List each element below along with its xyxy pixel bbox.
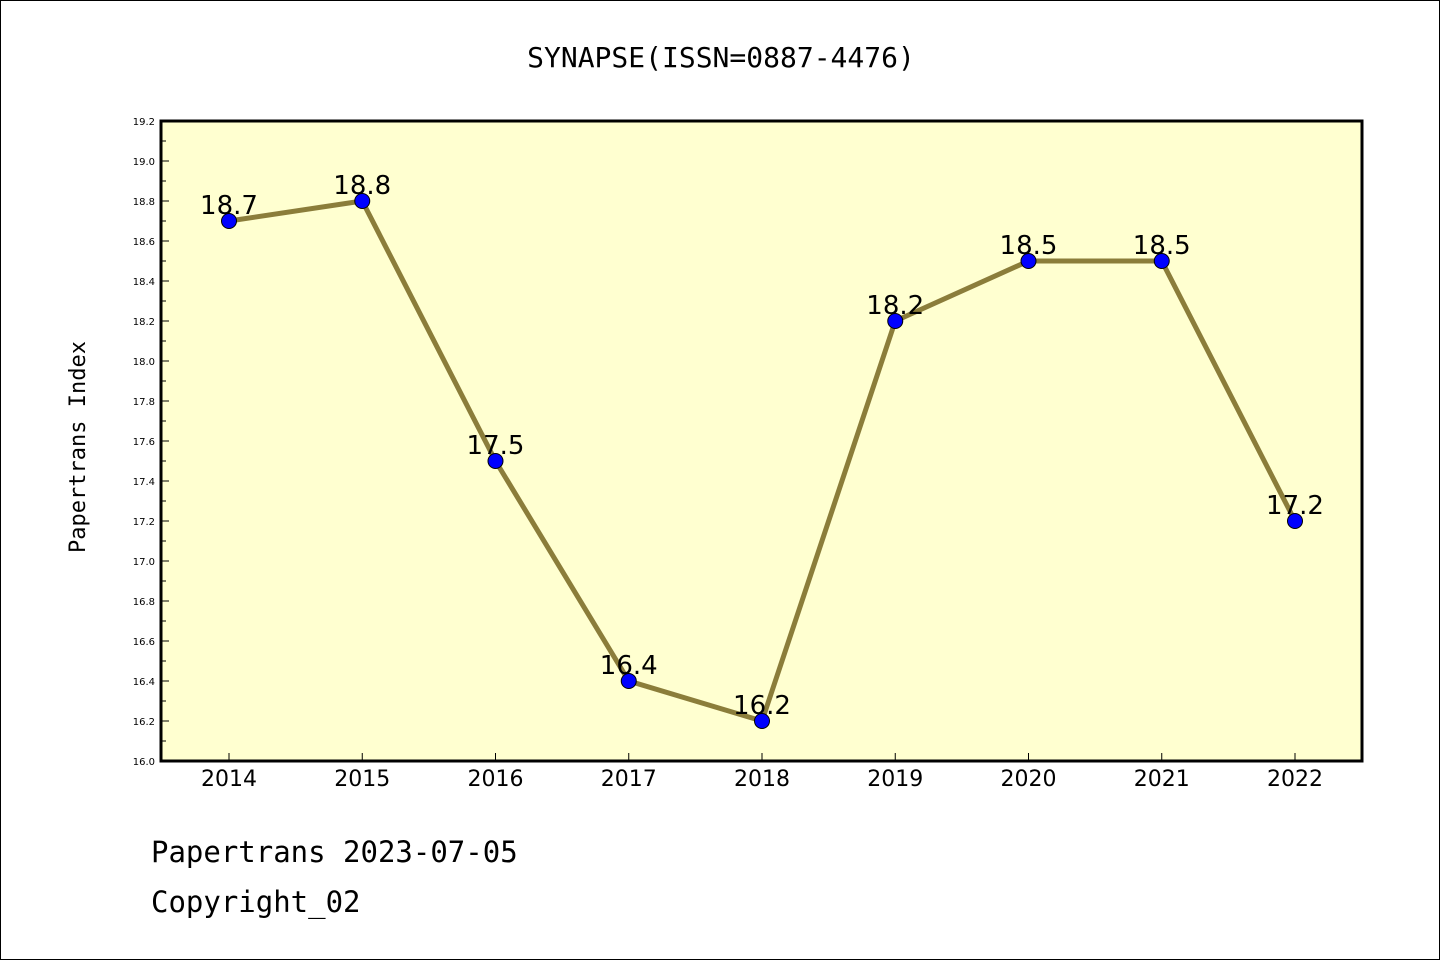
data-point bbox=[1287, 513, 1303, 529]
x-tick-label: 2021 bbox=[1134, 767, 1190, 792]
y-tick-label: 18.8 bbox=[133, 197, 155, 208]
data-label: 18.5 bbox=[1000, 231, 1058, 261]
y-tick-label: 19.2 bbox=[133, 117, 155, 128]
y-axis-label: Papertrans Index bbox=[66, 341, 91, 553]
data-point bbox=[487, 453, 504, 469]
y-tick-label: 17.2 bbox=[133, 517, 155, 528]
y-tick-label: 17.6 bbox=[133, 437, 155, 448]
y-axis: 16.0 16.2 16.4 16.6 16.8 17.0 17.2 17.4 17.6 17.8… bbox=[133, 117, 169, 768]
y-tick-label: 16.8 bbox=[133, 597, 155, 608]
footer-date: Papertrans 2023-07-05 bbox=[151, 835, 518, 869]
data-point bbox=[221, 213, 237, 229]
y-tick-label: 16.4 bbox=[133, 677, 155, 688]
x-tick-label: 2022 bbox=[1267, 767, 1323, 792]
y-tick-label: 17.4 bbox=[133, 477, 155, 488]
x-tick-label: 2019 bbox=[867, 767, 923, 792]
chart-title: SYNAPSE(ISSN=0887-4476) bbox=[527, 41, 915, 74]
y-tick-label: 18.2 bbox=[133, 317, 155, 328]
data-label: 17.2 bbox=[1266, 491, 1324, 521]
data-label: 18.2 bbox=[866, 291, 924, 321]
data-label: 16.2 bbox=[733, 691, 791, 721]
data-label: 17.5 bbox=[467, 431, 525, 461]
x-tick-label: 2020 bbox=[1001, 767, 1057, 792]
y-tick-label: 19.0 bbox=[133, 157, 155, 168]
markers-layer bbox=[221, 193, 1303, 729]
data-label: 18.8 bbox=[333, 171, 391, 201]
y-tick-label: 16.6 bbox=[133, 637, 155, 648]
x-axis: 2014 2015 2016 2017 2018 2019 2020 2021 2022 bbox=[201, 753, 1323, 792]
data-point bbox=[887, 313, 904, 329]
data-label: 18.5 bbox=[1133, 231, 1191, 261]
y-tick-label: 18.4 bbox=[133, 277, 155, 288]
y-tick-label: 18.0 bbox=[133, 357, 155, 368]
x-tick-label: 2015 bbox=[334, 767, 390, 792]
footer-copyright: Copyright_02 bbox=[151, 885, 361, 919]
y-tick-label: 16.0 bbox=[133, 757, 155, 768]
data-point bbox=[1153, 253, 1170, 269]
data-label: 18.7 bbox=[200, 191, 258, 221]
x-tick-label: 2017 bbox=[601, 767, 657, 792]
y-tick-label: 18.6 bbox=[133, 237, 155, 248]
x-tick-label: 2014 bbox=[201, 767, 257, 792]
y-tick-label: 17.0 bbox=[133, 557, 155, 568]
plot-area bbox=[159, 119, 1364, 763]
y-tick-label: 17.8 bbox=[133, 397, 155, 408]
data-label: 16.4 bbox=[600, 651, 658, 681]
data-point bbox=[354, 193, 371, 209]
x-tick-label: 2016 bbox=[468, 767, 524, 792]
y-tick-label: 16.2 bbox=[133, 717, 155, 728]
data-point bbox=[754, 713, 770, 729]
data-labels: 18.7 18.8 17.5 16.4 16.2 18.2 18.5 18.5 17.2 bbox=[200, 171, 1324, 721]
x-tick-label: 2018 bbox=[734, 767, 790, 792]
data-point bbox=[1020, 253, 1037, 269]
data-point bbox=[620, 673, 637, 689]
